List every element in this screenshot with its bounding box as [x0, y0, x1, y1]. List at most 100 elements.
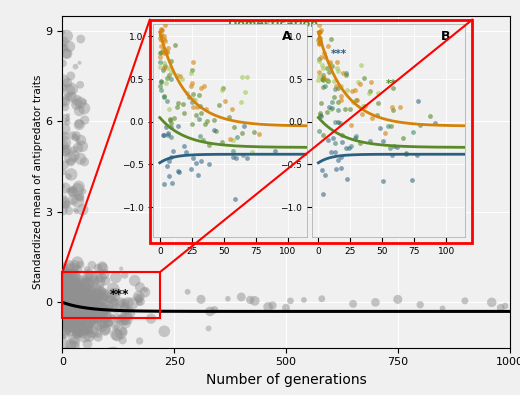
Point — [64, 310, 72, 317]
Point — [203, 118, 211, 124]
Point — [75, 122, 84, 128]
Point — [60, 320, 68, 326]
Point — [68, 287, 76, 293]
Point — [165, 72, 174, 78]
Point — [85, 327, 93, 333]
Point — [65, 293, 73, 300]
Point — [68, 282, 76, 289]
Point — [72, 296, 81, 303]
Point — [103, 320, 112, 326]
Point — [70, 284, 79, 291]
Point — [320, 75, 328, 81]
Point — [61, 310, 70, 316]
Point — [135, 299, 144, 305]
Point — [83, 326, 91, 333]
Point — [174, 100, 183, 106]
Point — [157, 37, 165, 43]
Point — [232, 154, 240, 161]
Point — [62, 51, 70, 57]
Point — [64, 293, 72, 299]
Point — [105, 302, 113, 308]
Point — [100, 314, 108, 320]
Point — [165, 106, 174, 112]
Point — [67, 315, 75, 322]
Point — [166, 9, 175, 15]
Point — [338, 139, 346, 145]
Point — [67, 284, 75, 290]
Point — [197, 85, 205, 91]
Point — [328, 104, 336, 111]
Point — [71, 280, 80, 286]
Point — [93, 295, 101, 301]
Point — [353, 96, 361, 103]
Point — [101, 278, 110, 284]
Point — [88, 306, 96, 312]
Point — [159, 49, 167, 56]
Point — [64, 263, 73, 269]
Point — [171, 115, 179, 121]
Point — [271, 148, 280, 154]
Point — [61, 307, 69, 313]
Point — [226, 136, 234, 143]
Point — [71, 339, 79, 345]
Point — [388, 85, 397, 91]
Point — [331, 149, 340, 155]
Point — [327, 36, 335, 42]
Point — [70, 295, 79, 301]
Point — [155, 64, 164, 71]
Point — [323, 78, 332, 84]
Point — [330, 94, 339, 100]
Point — [135, 338, 144, 344]
Point — [75, 60, 84, 66]
Point — [70, 336, 78, 342]
Point — [72, 290, 80, 296]
Point — [60, 322, 68, 329]
Point — [60, 286, 69, 293]
Point — [78, 324, 86, 331]
Point — [238, 74, 246, 80]
Point — [62, 295, 70, 302]
Point — [61, 300, 70, 306]
Point — [62, 283, 70, 289]
Point — [62, 282, 70, 288]
Point — [67, 73, 75, 79]
Point — [214, 102, 223, 109]
Point — [166, 120, 175, 126]
Point — [60, 285, 68, 292]
Point — [106, 295, 114, 302]
Point — [59, 307, 67, 313]
Point — [60, 324, 68, 330]
Point — [71, 312, 80, 318]
Point — [63, 283, 71, 290]
Point — [86, 306, 95, 312]
Point — [59, 266, 67, 273]
Point — [189, 155, 197, 162]
Point — [337, 97, 346, 103]
Point — [60, 38, 68, 45]
Point — [160, 60, 168, 66]
Point — [70, 263, 79, 269]
Point — [60, 284, 68, 291]
Point — [123, 316, 131, 322]
Point — [62, 293, 70, 300]
Point — [314, 37, 322, 43]
Point — [91, 286, 99, 292]
Point — [250, 129, 258, 135]
Point — [75, 287, 84, 293]
Point — [76, 36, 85, 42]
Point — [174, 168, 182, 175]
Point — [118, 300, 126, 306]
Point — [99, 315, 107, 321]
Point — [69, 197, 77, 203]
Point — [162, 80, 171, 86]
Point — [180, 110, 188, 117]
Point — [70, 153, 78, 159]
Point — [113, 290, 122, 296]
Point — [72, 321, 81, 327]
Point — [60, 297, 69, 303]
Point — [164, 132, 173, 139]
Point — [67, 299, 75, 305]
Point — [357, 62, 366, 69]
Point — [179, 101, 188, 107]
Point — [90, 308, 99, 314]
